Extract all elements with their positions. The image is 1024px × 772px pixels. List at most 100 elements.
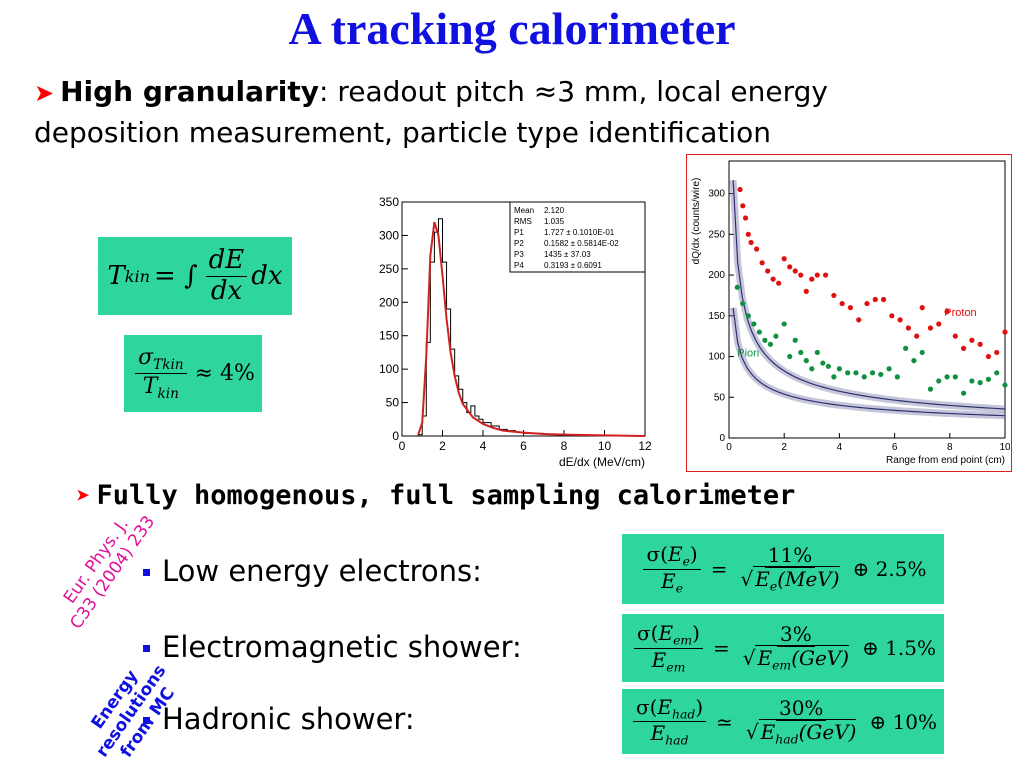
y-tick-label: 100	[708, 352, 725, 363]
y-tick-label: 200	[708, 270, 725, 281]
y-tick-label: 50	[386, 396, 400, 410]
proton-point	[754, 246, 760, 252]
pion-point	[903, 345, 909, 351]
pion-point	[825, 363, 831, 369]
stats-key: Mean	[514, 206, 534, 215]
stats-key: P1	[514, 228, 524, 237]
pion-point	[762, 337, 768, 343]
item-hadronic-shower: Hadronic shower:	[162, 702, 415, 736]
proton-point	[927, 325, 934, 331]
y-tick-label: 100	[379, 362, 399, 376]
x-tick-label: 8	[561, 439, 568, 453]
square-bullet-icon	[143, 717, 150, 724]
bullet-homogenous: ➤ Fully homogenous, full sampling calorim…	[76, 480, 795, 511]
proton-point	[897, 317, 903, 323]
stats-value: 0.1582 ± 0.5814E-02	[544, 239, 619, 248]
proton-point	[798, 272, 804, 278]
pion-point	[773, 333, 779, 339]
proton-point	[889, 313, 895, 319]
y-tick-label: 150	[379, 329, 399, 343]
stats-value: 2.120	[544, 206, 565, 215]
item-electromagnetic-shower: Electromagnetic shower:	[162, 630, 522, 664]
proton-point	[856, 317, 862, 323]
pion-point	[740, 300, 746, 307]
stats-value: 1.727 ± 0.1010E-01	[544, 228, 615, 237]
proton-point	[936, 321, 942, 327]
pion-point	[869, 370, 876, 376]
formula-em-shower: σ(Eem) Eem = 3% √ Eem(GeV) ⊕ 1.5%	[622, 614, 944, 682]
y-tick-label: 250	[708, 229, 725, 240]
proton-point	[985, 353, 992, 360]
pion-point	[977, 380, 983, 386]
bullet-bold: High granularity	[60, 75, 320, 108]
stats-value: 1435 ± 37.03	[544, 250, 591, 259]
pion-point	[927, 386, 934, 392]
chart1-axes: 0 2 4 6 8 10 12 0 50 100 150 200 250 300 350 dE/dx (MeV…	[379, 195, 652, 469]
x-tick-label: 8	[947, 442, 953, 453]
chart2-labels: Proton Pion	[737, 307, 976, 360]
proton-point	[776, 280, 782, 286]
y-tick-label: 0	[392, 429, 399, 443]
y-tick-label: 300	[708, 189, 725, 200]
stats-box	[509, 201, 646, 273]
page-title: A tracking calorimeter	[288, 3, 736, 54]
pion-point	[961, 390, 967, 396]
pion-point	[911, 358, 917, 364]
chart1-stats-box: Mean 2.120 RMS 1.035 P1 1.727 ± 0.1010E-01 P2 0…	[509, 201, 646, 273]
pion-curve	[732, 307, 1006, 417]
pion-point	[985, 376, 992, 382]
y-tick-label: 0	[719, 433, 725, 444]
proton-point	[740, 203, 746, 209]
stats-key: RMS	[514, 217, 532, 226]
pion-point	[756, 329, 762, 335]
x-tick-label: 10	[598, 439, 612, 453]
proton-point	[787, 264, 793, 270]
pion-point	[831, 374, 837, 380]
stats-key: P4	[514, 261, 524, 270]
chart2-bands	[729, 179, 1006, 420]
pion-point	[1002, 382, 1008, 388]
bullet-granularity: ➤ High granularity: readout pitch ≈3 mm, …	[34, 72, 934, 153]
pion-point	[936, 378, 942, 384]
proton-point	[961, 345, 967, 351]
pion-point	[792, 337, 798, 343]
chart1-fit	[417, 221, 646, 437]
y-axis-label: dQ/dx (counts/wire)	[691, 178, 702, 265]
x-tick-label: 4	[480, 439, 487, 453]
stats-value: 1.035	[544, 217, 565, 226]
x-tick-label: 2	[439, 439, 446, 453]
pion-point	[952, 374, 958, 380]
proton-point	[914, 333, 920, 339]
item-low-energy-electrons: Low energy electrons:	[162, 554, 482, 588]
x-tick-label: 4	[837, 442, 843, 453]
proton-point	[745, 231, 751, 237]
proton-point	[831, 292, 837, 299]
x-tick-label: 6	[892, 442, 898, 453]
pion-point	[853, 370, 859, 376]
proton-point	[952, 333, 958, 339]
proton-point	[759, 260, 765, 266]
chart2-points	[734, 186, 1008, 396]
pion-point	[969, 378, 975, 384]
pion-point	[845, 370, 851, 376]
proton-point	[969, 337, 975, 343]
pion-point	[814, 349, 820, 356]
x-axis-label: Range from end point (cm)	[886, 455, 1005, 466]
pion-point	[894, 374, 900, 380]
y-tick-label: 250	[379, 262, 399, 276]
proton-point	[864, 300, 870, 307]
proton-point	[994, 349, 1000, 356]
pion-point	[809, 366, 815, 372]
pion-point	[861, 374, 867, 380]
proton-point	[737, 186, 743, 193]
pion-point	[787, 353, 793, 360]
arrow-bullet-icon: ➤	[34, 79, 55, 107]
stats-value: 0.3193 ± 0.6091	[544, 261, 602, 270]
pion-point	[734, 284, 740, 290]
proton-curve	[732, 180, 1006, 410]
proton-point	[748, 239, 754, 246]
proton-point	[781, 256, 787, 262]
pion-point	[878, 371, 884, 378]
x-tick-label: 2	[781, 442, 787, 453]
